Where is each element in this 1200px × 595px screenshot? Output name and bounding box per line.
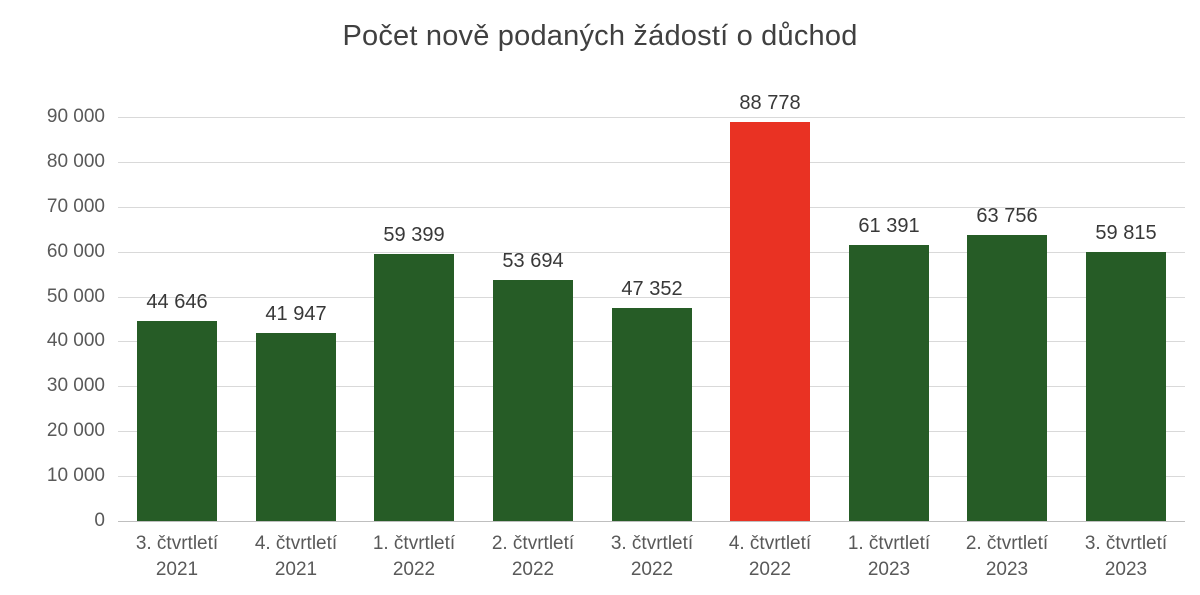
x-tick-year: 2022 bbox=[748, 559, 792, 580]
value-label: 63 756 bbox=[976, 205, 1038, 227]
x-tick-label: 3. čtvrtletí 2023 bbox=[1061, 531, 1191, 583]
gridline bbox=[118, 207, 1185, 208]
bar bbox=[374, 254, 454, 521]
y-tick-label: 90 000 bbox=[46, 106, 105, 127]
y-tick-label: 10 000 bbox=[46, 465, 105, 486]
x-tick-year: 2021 bbox=[155, 559, 199, 580]
value-label: 61 391 bbox=[858, 215, 920, 237]
x-axis-line bbox=[118, 521, 1185, 522]
value-label: 59 399 bbox=[383, 224, 445, 246]
gridline bbox=[118, 117, 1185, 118]
value-label: 53 694 bbox=[502, 250, 564, 272]
y-tick-label: 70 000 bbox=[46, 196, 105, 217]
x-tick-quarter: 4. čtvrtletí bbox=[254, 533, 338, 554]
x-tick-label: 4. čtvrtletí 2021 bbox=[231, 531, 361, 583]
gridline bbox=[118, 162, 1185, 163]
x-tick-quarter: 3. čtvrtletí bbox=[135, 533, 219, 554]
y-tick-label: 60 000 bbox=[46, 241, 105, 262]
x-tick-year: 2022 bbox=[630, 559, 674, 580]
x-tick-quarter: 1. čtvrtletí bbox=[372, 533, 456, 554]
bar bbox=[612, 308, 692, 521]
x-tick-quarter: 1. čtvrtletí bbox=[847, 533, 931, 554]
x-tick-quarter: 3. čtvrtletí bbox=[1084, 533, 1168, 554]
x-tick-label: 1. čtvrtletí 2022 bbox=[349, 531, 479, 583]
y-tick-label: 80 000 bbox=[46, 151, 105, 172]
x-tick-quarter: 2. čtvrtletí bbox=[491, 533, 575, 554]
bar bbox=[849, 245, 929, 521]
x-tick-year: 2021 bbox=[274, 559, 318, 580]
x-tick-label: 3. čtvrtletí 2022 bbox=[587, 531, 717, 583]
y-tick-label: 30 000 bbox=[46, 375, 105, 396]
value-label: 59 815 bbox=[1095, 222, 1157, 244]
gridline bbox=[118, 252, 1185, 253]
value-label: 44 646 bbox=[146, 291, 208, 313]
x-tick-year: 2022 bbox=[511, 559, 555, 580]
bar bbox=[256, 333, 336, 521]
x-tick-label: 2. čtvrtletí 2022 bbox=[468, 531, 598, 583]
x-tick-year: 2022 bbox=[392, 559, 436, 580]
x-tick-label: 2. čtvrtletí 2023 bbox=[942, 531, 1072, 583]
x-tick-quarter: 3. čtvrtletí bbox=[610, 533, 694, 554]
x-tick-quarter: 4. čtvrtletí bbox=[728, 533, 812, 554]
y-tick-label: 20 000 bbox=[46, 420, 105, 441]
gridline bbox=[118, 297, 1185, 298]
value-label: 41 947 bbox=[265, 303, 327, 325]
x-tick-label: 4. čtvrtletí 2022 bbox=[705, 531, 835, 583]
x-tick-year: 2023 bbox=[1104, 559, 1148, 580]
y-tick-label: 40 000 bbox=[46, 330, 105, 351]
bar bbox=[493, 280, 573, 521]
x-tick-label: 3. čtvrtletí 2021 bbox=[112, 531, 242, 583]
y-tick-label: 0 bbox=[94, 510, 105, 531]
bar bbox=[1086, 252, 1166, 521]
y-tick-label: 50 000 bbox=[46, 286, 105, 307]
x-tick-year: 2023 bbox=[867, 559, 911, 580]
x-tick-year: 2023 bbox=[985, 559, 1029, 580]
bar bbox=[137, 321, 217, 521]
x-tick-quarter: 2. čtvrtletí bbox=[965, 533, 1049, 554]
value-label: 88 778 bbox=[739, 92, 801, 114]
x-tick-label: 1. čtvrtletí 2023 bbox=[824, 531, 954, 583]
bar bbox=[967, 235, 1047, 521]
chart-title: Počet nově podaných žádostí o důchod bbox=[342, 20, 858, 52]
value-label: 47 352 bbox=[621, 278, 683, 300]
bar-highlighted bbox=[730, 122, 810, 521]
